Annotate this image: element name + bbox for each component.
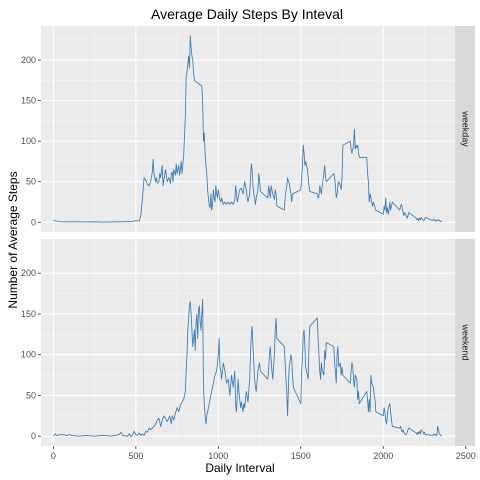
y-tick-label: 0 bbox=[31, 217, 36, 227]
panel-weekday: 0 50 100 150 200 weekday bbox=[21, 26, 475, 232]
x-axis-title: Daily Interval bbox=[205, 461, 274, 475]
y-tick-label: 50 bbox=[26, 390, 36, 400]
facet-strip-label: weekend bbox=[461, 323, 471, 360]
y-tick-label: 50 bbox=[26, 177, 36, 187]
y-tick-label: 200 bbox=[21, 55, 36, 65]
y-tick-label: 200 bbox=[21, 268, 36, 278]
facet-strip-label: weekday bbox=[461, 110, 471, 147]
x-tick-label: 2500 bbox=[456, 451, 476, 461]
y-tick-label: 150 bbox=[21, 309, 36, 319]
series-line-weekend bbox=[53, 298, 443, 437]
y-tick-label: 150 bbox=[21, 96, 36, 106]
chart-panels: 0 50 100 150 200 weekday 0 50 100 150 200 weekend 0 5… bbox=[21, 26, 476, 461]
panel-background bbox=[41, 239, 455, 446]
x-tick-label: 500 bbox=[128, 451, 143, 461]
x-tick-label: 1500 bbox=[291, 451, 311, 461]
y-axis-title: Number of Average Steps bbox=[6, 171, 20, 308]
x-tick-label: 1000 bbox=[208, 451, 228, 461]
facet-strip bbox=[455, 26, 475, 232]
facet-strip bbox=[455, 239, 475, 446]
y-tick-label: 0 bbox=[31, 431, 36, 441]
y-tick-label: 100 bbox=[21, 136, 36, 146]
chart-title: Average Daily Steps By Inteval bbox=[151, 6, 343, 22]
y-tick-label: 100 bbox=[21, 350, 36, 360]
x-tick-label: 0 bbox=[51, 451, 56, 461]
panel-weekend: 0 50 100 150 200 weekend bbox=[21, 239, 475, 446]
x-tick-label: 2000 bbox=[373, 451, 393, 461]
series-line-weekday bbox=[53, 35, 443, 223]
